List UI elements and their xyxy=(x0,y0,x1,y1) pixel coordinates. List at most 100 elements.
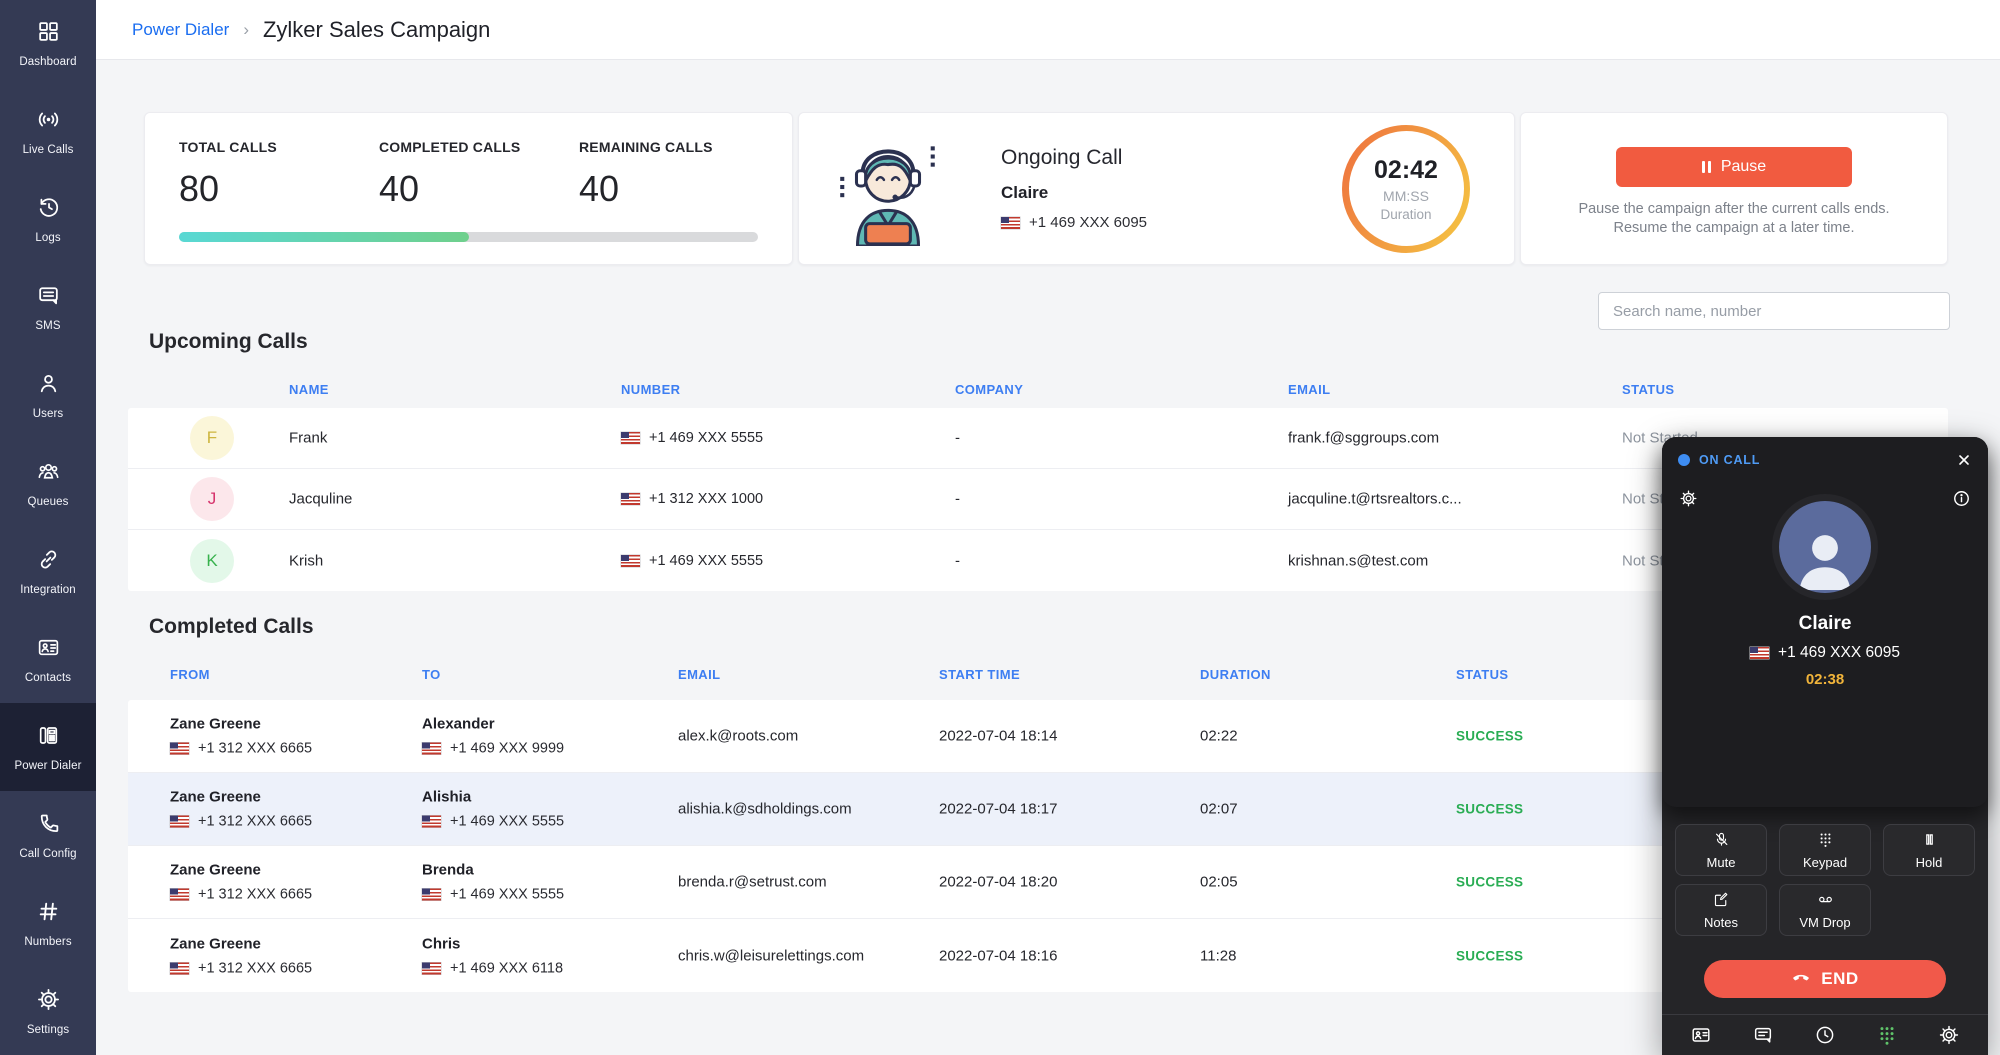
call-start-time: 2022-07-04 18:14 xyxy=(939,727,1058,745)
sidebar-item-logs[interactable]: Logs xyxy=(0,176,96,264)
to-name: Alishia xyxy=(422,788,472,806)
us-flag-icon xyxy=(422,888,441,901)
pause-button[interactable]: Pause xyxy=(1616,147,1852,187)
widget-settings-gear-icon[interactable] xyxy=(1679,489,1698,513)
search-input[interactable] xyxy=(1598,292,1950,330)
call-duration: 11:28 xyxy=(1200,947,1237,964)
vm-drop-button[interactable]: VM Drop xyxy=(1779,884,1871,936)
sidebar-item-live-calls[interactable]: Live Calls xyxy=(0,88,96,176)
info-icon[interactable] xyxy=(1952,489,1971,513)
sidebar-item-label: Logs xyxy=(35,232,61,245)
end-call-button[interactable]: END xyxy=(1704,960,1946,998)
from-number: +1 312 XXX 6665 xyxy=(198,886,313,903)
sidebar-item-contacts[interactable]: Contacts xyxy=(0,615,96,703)
sidebar-item-label: Contacts xyxy=(24,671,72,684)
call-controls: Mute Keypad Hold Notes VM Drop xyxy=(1675,824,1975,936)
settings-tab-icon[interactable] xyxy=(1938,1024,1960,1046)
sidebar-item-numbers[interactable]: Numbers xyxy=(0,879,96,967)
avatar: J xyxy=(190,477,234,521)
completed-col-from: FROM xyxy=(170,667,210,682)
table-row[interactable]: Zane Greene +1 312 XXX 6665 Alexander +1 4… xyxy=(128,700,1948,773)
from-name: Zane Greene xyxy=(170,935,261,952)
us-flag-icon xyxy=(422,742,441,755)
mic-off-icon xyxy=(1713,831,1730,851)
sidebar-item-label: Queues xyxy=(27,496,69,509)
sidebar-item-sms[interactable]: SMS xyxy=(0,264,96,352)
history-tab-icon[interactable] xyxy=(1814,1024,1836,1046)
on-call-indicator-dot xyxy=(1678,454,1690,466)
contact-name: Frank xyxy=(289,429,328,447)
contact-card-icon xyxy=(36,635,61,665)
breadcrumb-link-power-dialer[interactable]: Power Dialer xyxy=(132,19,230,39)
keypad-label: Keypad xyxy=(1802,854,1848,870)
sidebar-item-power-dialer[interactable]: Power Dialer xyxy=(0,703,96,792)
campaign-stats-card: TOTAL CALLS 80 COMPLETED CALLS 40 REMAIN… xyxy=(144,112,793,265)
contact-number: +1 469 XXX 5555 xyxy=(649,552,764,569)
topbar: Power Dialer › Zylker Sales Campaign xyxy=(96,0,2000,60)
avatar: F xyxy=(190,416,234,460)
contact-email: jacquline.t@rtsrealtors.c... xyxy=(1288,490,1462,508)
to-number: +1 469 XXX 9999 xyxy=(450,740,565,757)
keypad-button[interactable]: Keypad xyxy=(1779,824,1871,876)
pause-button-label: Pause xyxy=(1720,158,1767,175)
us-flag-icon xyxy=(170,888,189,901)
hash-icon xyxy=(36,899,61,929)
contact-number: +1 469 XXX 5555 xyxy=(649,430,764,446)
table-row[interactable]: Zane Greene +1 312 XXX 6665 Alishia +1 469… xyxy=(128,773,1948,846)
sidebar-item-label: Settings xyxy=(26,1023,70,1036)
sidebar-item-settings[interactable]: Settings xyxy=(0,967,96,1055)
page-title: Zylker Sales Campaign xyxy=(262,16,491,42)
voicemail-icon xyxy=(1816,891,1835,911)
sidebar-item-users[interactable]: Users xyxy=(0,352,96,440)
sidebar-item-call-config[interactable]: Call Config xyxy=(0,791,96,879)
table-row[interactable]: Zane Greene +1 312 XXX 6665 Chris +1 469 X… xyxy=(128,919,1948,992)
pause-icon xyxy=(1701,161,1711,173)
to-name: Alexander xyxy=(422,715,495,733)
sidebar-item-label: Dashboard xyxy=(19,56,77,69)
table-row[interactable]: F Frank +1 469 XXX 5555 - frank.f@sggrou… xyxy=(128,408,1948,469)
us-flag-icon xyxy=(1750,647,1770,659)
dialpad-tab-icon-active[interactable] xyxy=(1876,1024,1898,1046)
widget-call-timer: 02:38 xyxy=(1805,671,1845,688)
hold-label: Hold xyxy=(1915,854,1943,870)
from-number: +1 312 XXX 6665 xyxy=(198,813,313,830)
call-duration-format: MM:SS xyxy=(1383,187,1429,204)
stat-value: 40 xyxy=(379,168,420,209)
pause-description-line1: Pause the campaign after the current cal… xyxy=(1578,201,1890,217)
link-icon xyxy=(36,547,61,577)
call-widget-info-panel: ON CALL Claire +1 469 XXX 6095 02:38 xyxy=(1662,437,1988,807)
completed-col-email: EMAIL xyxy=(678,667,721,682)
close-icon[interactable] xyxy=(1956,452,1972,468)
ongoing-caller-name: Claire xyxy=(1001,183,1049,202)
call-email: brenda.r@setrust.com xyxy=(678,873,827,891)
sidebar-item-integration[interactable]: Integration xyxy=(0,528,96,616)
avatar: K xyxy=(190,538,234,583)
keypad-icon xyxy=(1817,831,1834,851)
gear-icon xyxy=(36,987,61,1017)
stat-total-calls: TOTAL CALLS 80 xyxy=(179,139,379,210)
hold-button[interactable]: Hold xyxy=(1883,824,1975,876)
call-duration-value: 02:42 xyxy=(1374,155,1438,184)
group-icon xyxy=(36,459,61,489)
call-start-time: 2022-07-04 18:20 xyxy=(939,873,1058,891)
on-call-status-label: ON CALL xyxy=(1699,453,1761,467)
phone-icon xyxy=(36,811,61,841)
to-name: Chris xyxy=(422,935,461,952)
widget-toolbar xyxy=(1662,1014,1988,1055)
from-name: Zane Greene xyxy=(170,861,261,879)
status-badge: SUCCESS xyxy=(1456,728,1524,744)
completed-col-start-time: START TIME xyxy=(939,667,1021,682)
sidebar-item-dashboard[interactable]: Dashboard xyxy=(0,0,96,88)
mute-button[interactable]: Mute xyxy=(1675,824,1767,876)
call-email: alex.k@roots.com xyxy=(678,727,799,745)
stat-label: REMAINING CALLS xyxy=(579,139,713,155)
chat-tab-icon[interactable] xyxy=(1752,1024,1774,1046)
notes-button[interactable]: Notes xyxy=(1675,884,1767,936)
notes-pencil-icon xyxy=(1713,891,1730,911)
contacts-tab-icon[interactable] xyxy=(1690,1024,1712,1046)
sidebar-item-queues[interactable]: Queues xyxy=(0,440,96,528)
upcoming-col-name: NAME xyxy=(289,382,329,397)
table-row[interactable]: Zane Greene +1 312 XXX 6665 Brenda +1 469 … xyxy=(128,846,1948,919)
table-row[interactable]: J Jacquline +1 312 XXX 1000 - jacquline.… xyxy=(128,469,1948,530)
hang-up-icon xyxy=(1791,967,1811,992)
